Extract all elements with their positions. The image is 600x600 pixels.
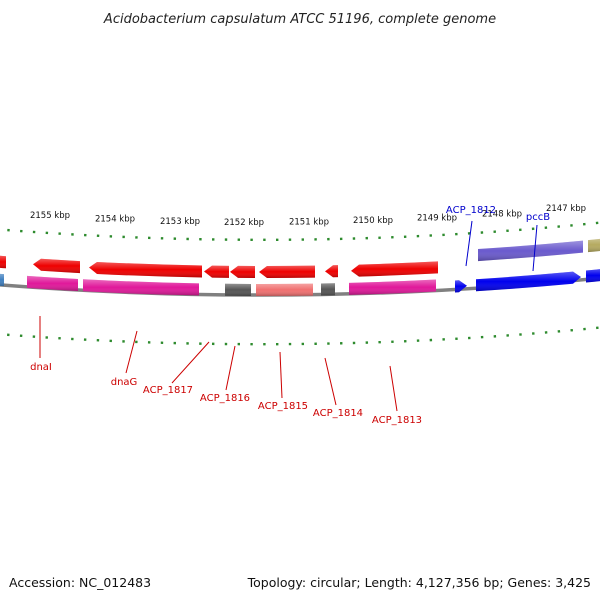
gene-feature <box>0 273 4 287</box>
gene-feature <box>325 265 338 278</box>
leader-line <box>171 341 210 384</box>
gene-label: dnaG <box>111 377 138 388</box>
leader-line <box>465 220 473 267</box>
gene-label: ACP_1814 <box>313 408 363 419</box>
gene-feature <box>321 283 335 296</box>
tick-label: 2150 kbp <box>353 216 393 226</box>
gene-label: ACP_1817 <box>143 385 193 396</box>
tick-label: 2153 kbp <box>160 217 200 227</box>
leader-line <box>324 357 337 406</box>
leader-line <box>532 224 538 272</box>
tick-labels: 2155 kbp 2154 kbp 2153 kbp 2152 kbp 2151 kbp… <box>30 204 586 228</box>
gene-feature <box>351 261 438 277</box>
gene-feature <box>256 283 313 296</box>
gene-feature <box>0 255 6 269</box>
gene-feature <box>225 283 251 296</box>
genome-summary-text: Topology: circular; Length: 4,127,356 bp… <box>247 575 591 590</box>
gene-label: ACP_1816 <box>200 393 250 404</box>
gene-feature <box>204 265 229 278</box>
label-leader-lines <box>39 220 538 412</box>
gene-feature <box>33 258 80 274</box>
gene-labels: dnaI dnaG ACP_1817 ACP_1816 ACP_1815 ACP_1814… <box>30 205 550 426</box>
gene-label: dnaI <box>30 362 52 373</box>
map-title: Acidobacterium capsulatum ATCC 51196, co… <box>103 12 496 27</box>
tick-label: 2154 kbp <box>95 215 135 225</box>
gene-feature <box>455 280 467 293</box>
gene-label: ACP_1815 <box>258 401 308 412</box>
gene-feature <box>230 265 255 278</box>
leader-line <box>389 365 398 412</box>
gene-label: ACP_1812 <box>446 205 496 216</box>
accession-text: Accession: NC_012483 <box>9 575 151 590</box>
leader-line <box>279 351 283 399</box>
tick-label: 2151 kbp <box>289 218 329 228</box>
gene-feature <box>349 279 436 295</box>
gene-label: pccB <box>526 212 550 223</box>
tick-label: 2149 kbp <box>417 213 457 223</box>
gene-feature <box>259 265 315 278</box>
gene-feature <box>476 271 581 292</box>
tick-label: 2155 kbp <box>30 211 70 221</box>
inner-tick-ring <box>7 326 599 346</box>
outer-tick-ring <box>7 221 599 241</box>
gene-feature <box>89 261 202 278</box>
gene-label: ACP_1813 <box>372 415 422 426</box>
tick-label: 2148 kbp <box>482 209 522 219</box>
gene-feature <box>27 275 78 292</box>
gene-feature <box>588 238 600 253</box>
leader-line <box>125 330 138 374</box>
gene-feature <box>586 269 600 283</box>
tick-label: 2147 kbp <box>546 204 586 214</box>
gene-feature <box>478 240 583 262</box>
gene-features <box>0 238 600 296</box>
tick-label: 2152 kbp <box>224 218 264 228</box>
gene-feature <box>83 279 199 296</box>
leader-line <box>225 345 236 391</box>
